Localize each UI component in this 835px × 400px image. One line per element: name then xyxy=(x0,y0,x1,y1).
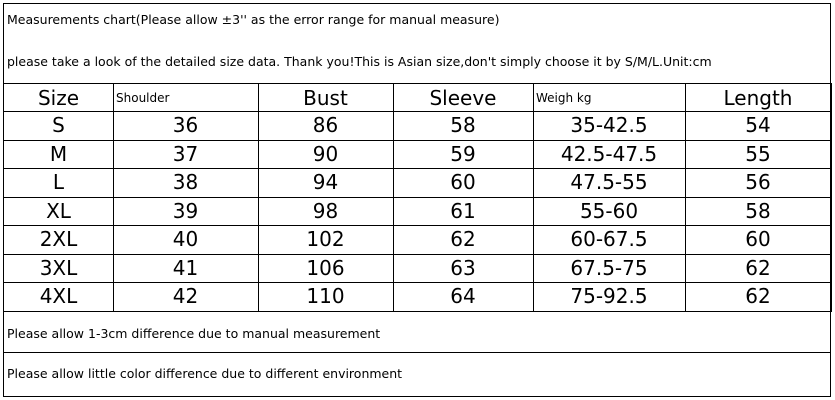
table-cell: 106 xyxy=(258,253,394,283)
table-cell: 98 xyxy=(258,196,394,226)
table-cell: 55 xyxy=(685,139,832,169)
column-header: Size xyxy=(3,83,114,112)
table-cell: 55-60 xyxy=(533,196,686,226)
table-cell: 38 xyxy=(113,168,259,198)
note: Measurements chart(Please allow ±3'' as … xyxy=(7,12,500,27)
table-cell: 110 xyxy=(258,282,394,312)
table-cell: 62 xyxy=(685,253,832,283)
table-cell: 60-67.5 xyxy=(533,225,686,255)
table-cell: 60 xyxy=(393,168,534,198)
table-cell: L xyxy=(3,168,114,198)
table-cell: 61 xyxy=(393,196,534,226)
table-cell: 54 xyxy=(685,111,832,141)
table-cell: 4XL xyxy=(3,282,114,312)
table-cell: 39 xyxy=(113,196,259,226)
table-cell: 56 xyxy=(685,168,832,198)
table-cell: 67.5-75 xyxy=(533,253,686,283)
table-cell: M xyxy=(3,139,114,169)
table-cell: 58 xyxy=(393,111,534,141)
column-header: Shoulder xyxy=(113,83,259,112)
column-header: Weigh kg xyxy=(533,83,686,112)
column-header: Bust xyxy=(258,83,394,112)
table-cell: 102 xyxy=(258,225,394,255)
divider xyxy=(3,352,831,353)
note: please take a look of the detailed size … xyxy=(7,54,712,69)
table-cell: 94 xyxy=(258,168,394,198)
table-cell: 47.5-55 xyxy=(533,168,686,198)
table-cell: 60 xyxy=(685,225,832,255)
column-header: Length xyxy=(685,83,832,112)
table-cell: 36 xyxy=(113,111,259,141)
table-cell: 35-42.5 xyxy=(533,111,686,141)
note: Please allow little color difference due… xyxy=(7,366,403,381)
note: Please allow 1-3cm difference due to man… xyxy=(7,326,381,341)
table-cell: XL xyxy=(3,196,114,226)
table-cell: 64 xyxy=(393,282,534,312)
table-cell: 86 xyxy=(258,111,394,141)
table-cell: 42 xyxy=(113,282,259,312)
table-cell: 42.5-47.5 xyxy=(533,139,686,169)
table-cell: 2XL xyxy=(3,225,114,255)
table-cell: 62 xyxy=(393,225,534,255)
table-cell: 59 xyxy=(393,139,534,169)
table-cell: 62 xyxy=(685,282,832,312)
column-header: Sleeve xyxy=(393,83,534,112)
table-cell: 3XL xyxy=(3,253,114,283)
table-cell: 90 xyxy=(258,139,394,169)
table-cell: 63 xyxy=(393,253,534,283)
table-cell: 41 xyxy=(113,253,259,283)
table-cell: 40 xyxy=(113,225,259,255)
table-cell: 37 xyxy=(113,139,259,169)
table-cell: 75-92.5 xyxy=(533,282,686,312)
table-cell: S xyxy=(3,111,114,141)
table-cell: 58 xyxy=(685,196,832,226)
